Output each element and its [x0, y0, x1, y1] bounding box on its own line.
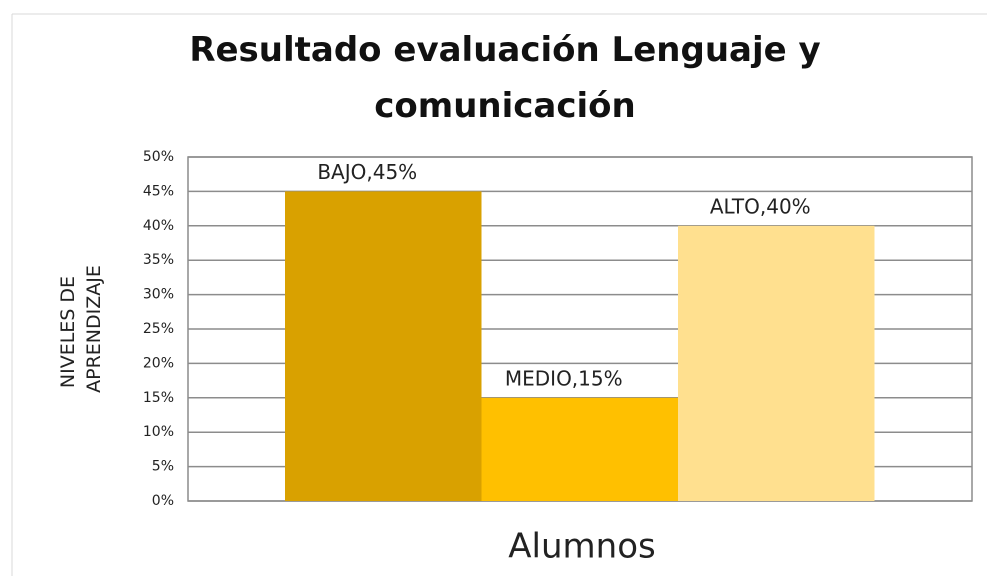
y-tick-label: 50% [143, 149, 174, 165]
y-tick-label: 40% [143, 218, 174, 234]
y-axis-label-line: NIVELES DE [57, 276, 79, 388]
bar [678, 225, 875, 502]
y-tick-label: 25% [143, 321, 174, 337]
chart-title: Resultado evaluación Lenguaje y comunica… [189, 30, 821, 126]
y-tick-label: 5% [152, 459, 174, 475]
y-tick-label: 35% [143, 252, 174, 268]
y-axis-label: NIVELES DE APRENDIZAJE [57, 265, 105, 393]
y-tick-label: 20% [143, 355, 174, 371]
y-axis-label-line: APRENDIZAJE [83, 265, 105, 393]
y-tick-label: 30% [143, 287, 174, 303]
y-tick-label: 45% [143, 183, 174, 199]
data-label: BAJO,45% [317, 160, 417, 184]
y-tick-label: 15% [143, 390, 174, 406]
data-label: MEDIO,15% [505, 366, 623, 390]
y-tick-label: 10% [143, 424, 174, 440]
y-tick-label: 0% [152, 493, 174, 509]
bar [285, 191, 482, 501]
bar [481, 397, 678, 501]
data-label: ALTO,40% [710, 194, 811, 218]
x-axis-label: Alumnos [508, 527, 655, 567]
